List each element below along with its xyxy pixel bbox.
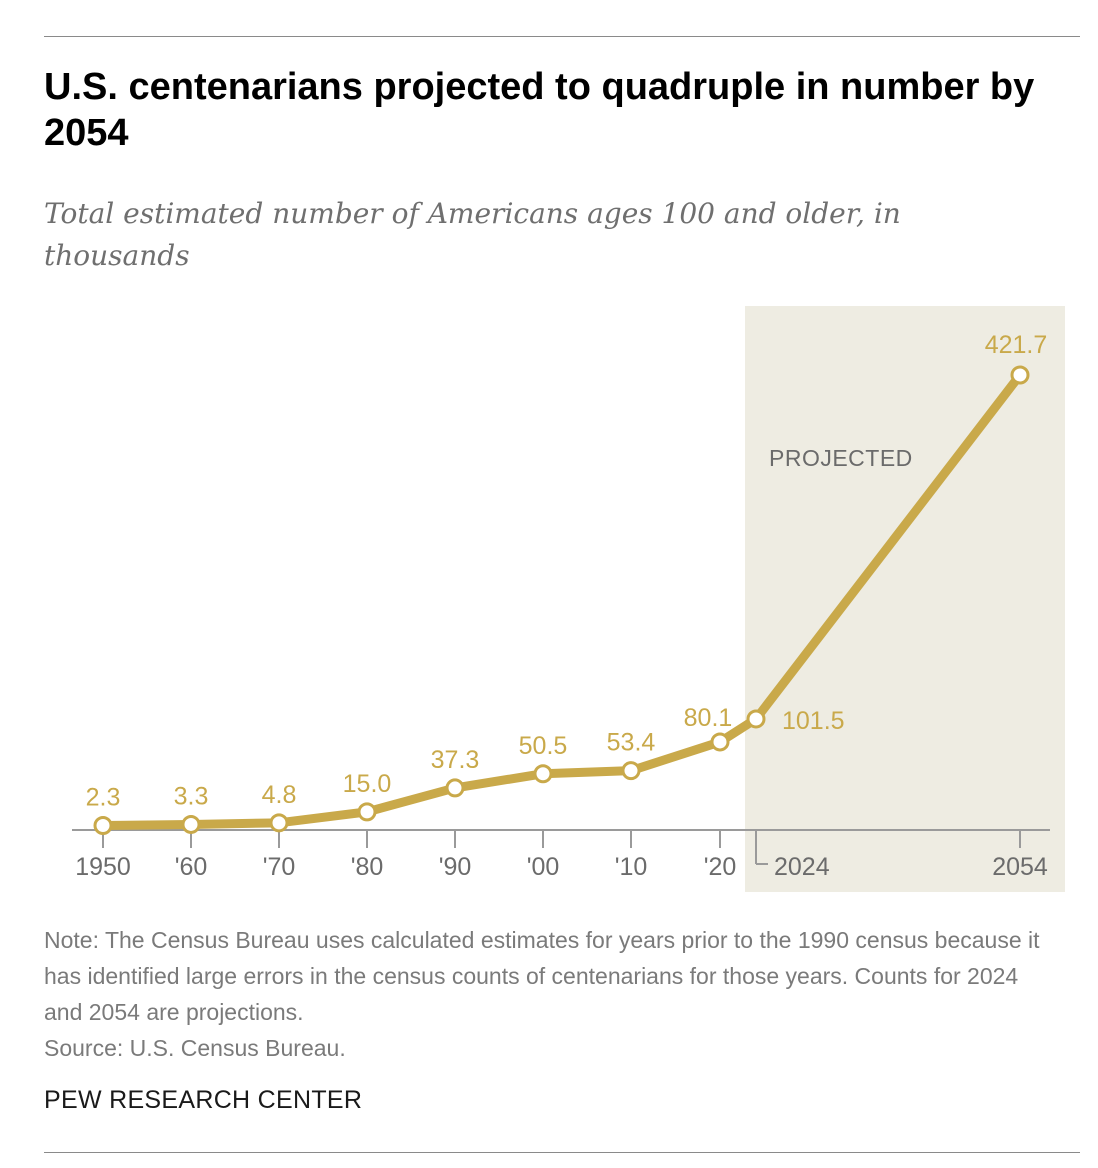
- data-point: [710, 732, 730, 752]
- x-tick-label: '20: [704, 853, 737, 881]
- data-point: [621, 761, 641, 781]
- data-point: [445, 778, 465, 798]
- top-rule: [44, 36, 1080, 37]
- x-tick-label: 2024: [774, 853, 830, 881]
- note-text: Note: The Census Bureau uses calculated …: [44, 927, 1040, 1025]
- data-point: [533, 764, 553, 784]
- data-label: 2.3: [86, 784, 121, 812]
- line-chart: PROJECTED 1950 '60 '70 '80 '90 '00 '10 '20 2024 2…: [72, 306, 1065, 892]
- source-text: Source: U.S. Census Bureau.: [44, 1035, 346, 1061]
- data-label: 4.8: [262, 781, 297, 809]
- x-tick-label: '60: [175, 853, 208, 881]
- data-point: [181, 814, 201, 834]
- chart-note: Note: The Census Bureau uses calculated …: [44, 922, 1054, 1066]
- chart-subtitle: Total estimated number of Americans ages…: [44, 197, 901, 272]
- data-label: 3.3: [174, 782, 209, 810]
- chart-title: U.S. centenarians projected to quadruple…: [44, 66, 1035, 154]
- data-label: 53.4: [607, 729, 656, 757]
- data-point: [1010, 365, 1030, 385]
- data-label: 421.7: [985, 331, 1048, 359]
- x-tick-label: 1950: [75, 853, 131, 881]
- data-label: 101.5: [782, 707, 845, 735]
- data-label: 15.0: [343, 770, 392, 798]
- publisher-logo-text: PEW RESEARCH CENTER: [44, 1086, 363, 1114]
- data-point: [357, 802, 377, 822]
- data-label: 50.5: [519, 732, 568, 760]
- x-tick-label: '90: [439, 853, 472, 881]
- series-line: [98, 370, 1025, 831]
- x-tick-label: '00: [527, 853, 560, 881]
- x-tick-label: '80: [351, 853, 384, 881]
- x-tick-label: '70: [263, 853, 296, 881]
- projected-region: [745, 306, 1065, 892]
- projected-label: PROJECTED: [769, 445, 913, 471]
- data-point: [746, 709, 766, 729]
- data-label: 37.3: [431, 746, 480, 774]
- x-tick-label: 2054: [992, 853, 1048, 881]
- data-point: [269, 813, 289, 833]
- bottom-rule: [44, 1152, 1080, 1153]
- data-label: 80.1: [684, 704, 733, 732]
- data-point: [93, 816, 113, 836]
- x-tick-label: '10: [615, 853, 648, 881]
